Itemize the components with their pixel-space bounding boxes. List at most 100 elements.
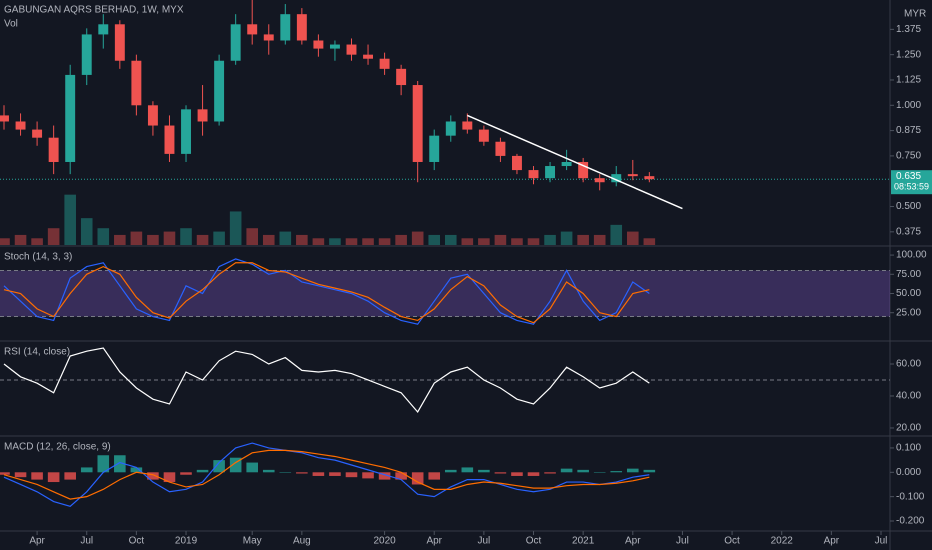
x-tick-label: Oct [526,536,542,547]
y-tick-label: 100.00 [896,250,927,261]
histogram-bar [196,469,209,473]
x-tick-label: Oct [724,536,740,547]
histogram-bar [262,469,275,473]
x-tick-label: Apr [824,536,840,547]
volume-bar [544,234,556,245]
y-tick-label: -0.100 [896,491,925,502]
x-tick-label: Oct [129,536,145,547]
x-tick-label: May [243,536,262,547]
series-line [3,258,650,325]
trendline [467,114,683,210]
volume-bar [114,234,126,245]
volume-bar [461,238,474,245]
x-tick-label: Jul [676,536,689,547]
volume-bar [47,228,60,245]
volume-bar [14,234,27,245]
y-tick-label: 50.00 [896,288,921,299]
candle-body [65,74,76,162]
panel-title: MACD (12, 26, close, 9) [4,442,111,453]
histogram-bar [80,467,93,473]
volume-bar [593,234,606,245]
y-tick-label: 1.125 [896,75,921,86]
volume-bar [296,234,308,245]
volume-bar [411,231,424,245]
candle-body [81,34,92,75]
volume-bar [64,194,76,245]
x-tick-label: Jul [875,536,888,547]
y-tick-label: 1.250 [896,49,921,60]
candle-body [644,176,655,180]
candle-body [363,54,374,59]
histogram-bar [345,472,358,478]
x-tick-label: Jul [80,536,93,547]
candle-body [478,129,489,142]
last-price-box [891,170,932,195]
y-tick-label: 1.375 [896,24,921,35]
candle-body [247,24,258,35]
histogram-bar [279,472,292,473]
candle-body [214,60,225,122]
x-tick-label: Aug [293,536,311,547]
candle-body [346,44,357,55]
histogram-bar [97,455,110,473]
chart-title: GABUNGAN AQRS BERHAD, 1W, MYX [4,5,184,16]
x-tick-label: Jul [477,536,490,547]
histogram-bar [577,469,589,473]
histogram-bar [64,472,76,480]
candle-body [495,141,506,156]
candle-body [114,24,125,61]
histogram-bar [610,471,623,473]
x-tick-label: Apr [29,536,45,547]
histogram-bar [362,472,374,479]
volume-bar [329,238,341,245]
histogram-bar [296,472,308,474]
volume-bar [180,228,192,245]
volume-bar [229,211,242,245]
candle-body [280,14,291,41]
x-tick-label: Apr [625,536,641,547]
volume-bar [163,231,176,245]
candle-body [545,166,556,179]
histogram-bar [47,472,60,483]
x-tick-label: 2022 [771,536,794,547]
histogram-bar [461,467,474,473]
candle-body [578,161,589,179]
y-tick-label: 40.00 [896,391,921,402]
volume-bar [610,224,623,245]
candle-body [0,115,9,122]
x-tick-label: Apr [426,536,442,547]
histogram-bar [14,472,27,478]
volume-bar [31,238,43,245]
candle-body [462,121,473,130]
panel-title: RSI (14, close) [4,347,70,358]
histogram-bar [428,472,441,480]
candle-body [147,105,158,126]
candle-body [313,40,324,49]
histogram-bar [411,472,424,485]
candle-body [98,24,109,35]
volume-bar [312,238,325,245]
series-line [3,442,650,508]
series-line [3,262,650,324]
volume-bar [147,234,159,245]
histogram-bar [478,469,490,473]
histogram-bar [494,472,507,474]
candle-body [445,121,456,136]
volume-bar [97,228,110,245]
candle-body [164,125,175,154]
candle-body [131,60,142,106]
histogram-bar [444,469,457,473]
candle-body [429,135,440,162]
y-tick-label: 0.000 [896,467,921,478]
volume-bar [345,238,358,245]
x-tick-label: 2019 [175,536,198,547]
volume-bar [395,234,407,245]
candle-body [561,161,572,167]
volume-bar [511,238,523,245]
y-tick-label: 0.750 [896,151,921,162]
volume-bar [577,234,589,245]
y-tick-label: 0.875 [896,125,921,136]
histogram-bar [527,472,540,476]
histogram-bar [0,472,10,475]
histogram-bar [627,468,639,473]
